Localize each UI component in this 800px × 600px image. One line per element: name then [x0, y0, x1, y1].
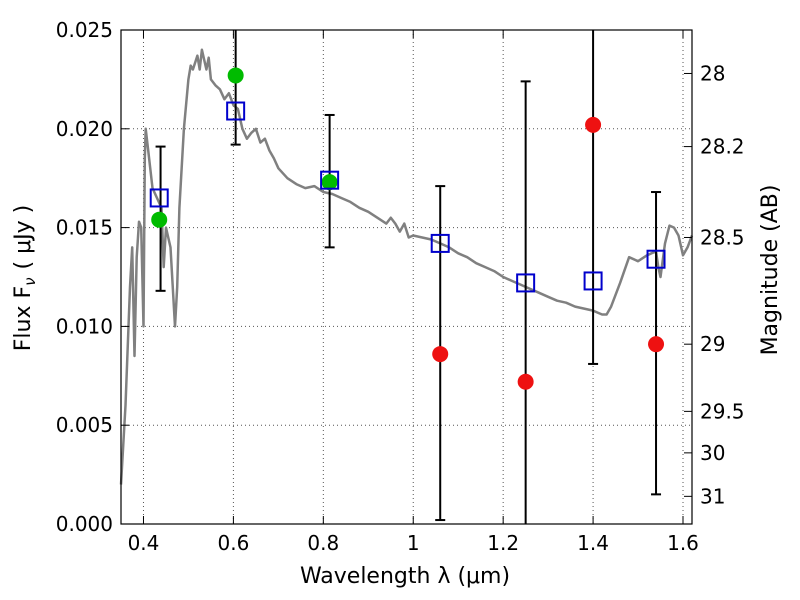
grid: [121, 29, 692, 525]
model-flux-square: [149, 188, 169, 208]
non-detection-point: [648, 336, 665, 353]
detection-point: [151, 211, 168, 228]
y-tick-label: 0.025: [56, 18, 113, 42]
x-tick-label: 1.2: [487, 531, 519, 555]
non-detection-point: [432, 346, 449, 363]
y2-tick-label: 28.5: [700, 225, 745, 249]
axis-ticks: 0.4 0.6 0.8 1 1.2 1.4 1.6 0.000 0.005 0.010 0.015 0…: [56, 18, 745, 555]
detection-point: [321, 174, 338, 191]
y-tick-label: 0.000: [56, 512, 113, 536]
x-axis-label: Wavelength λ (μm): [300, 564, 510, 589]
y2-tick-label: 29.5: [700, 399, 745, 423]
model-flux-square: [226, 101, 246, 121]
model-flux-square: [516, 273, 536, 293]
y2-tick-label: 28.2: [700, 135, 745, 159]
y2-tick-label: 29: [700, 332, 725, 356]
y-axis-label-unit: ( μJy ): [11, 205, 36, 270]
plot-area: [119, 30, 694, 524]
model-flux-square: [646, 249, 666, 269]
detection-point: [227, 67, 244, 84]
svg-text:Flux Fν( μJy ): Flux Fν ( μJy ): [11, 205, 39, 351]
model-flux-square: [320, 170, 340, 190]
x-tick-label: 0.8: [307, 531, 339, 555]
model-flux-square: [430, 233, 450, 253]
y-tick-label: 0.005: [56, 413, 113, 437]
y-tick-label: 0.010: [56, 314, 113, 338]
non-detection-point: [517, 373, 534, 390]
y2-tick-label: 28: [700, 61, 725, 85]
y-tick-label: 0.015: [56, 216, 113, 240]
non-detection-point: [585, 116, 602, 133]
y2-axis-label: Magnitude (AB): [758, 185, 783, 356]
y-axis-label-main: Flux F: [11, 286, 36, 351]
spectrum-line: [119, 48, 694, 485]
x-tick-label: 1.4: [577, 531, 609, 555]
x-tick-label: 0.4: [128, 531, 160, 555]
y-axis-label-sub: ν: [21, 277, 39, 285]
x-tick-label: 0.6: [217, 531, 249, 555]
x-tick-label: 1.6: [667, 531, 699, 555]
x-tick-label: 1: [407, 531, 420, 555]
y2-tick-label: 30: [700, 441, 725, 465]
model-flux-square: [583, 271, 603, 291]
y-tick-label: 0.020: [56, 117, 113, 141]
y-axis-label: Flux Fν ( μJy ): [11, 205, 39, 351]
plot-frame: [120, 29, 693, 525]
y2-tick-label: 31: [700, 484, 725, 508]
